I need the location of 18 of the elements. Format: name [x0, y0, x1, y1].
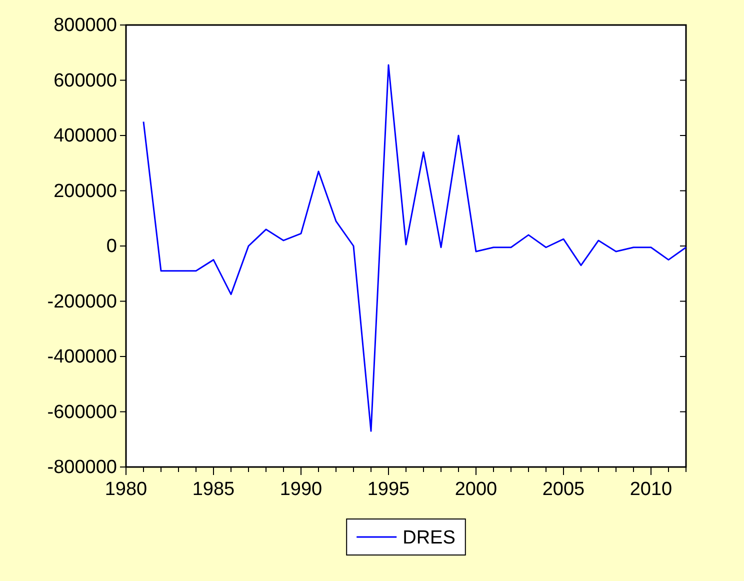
y-tick-label: 200000: [54, 180, 117, 202]
y-tick-label: -200000: [47, 291, 117, 312]
y-tick-label: -600000: [47, 402, 117, 423]
x-tick-label: 1985: [192, 479, 235, 500]
y-tick-label: -800000: [47, 457, 117, 478]
x-tick-label: 2000: [454, 479, 498, 500]
x-tick-label: 1995: [367, 479, 410, 500]
y-tick-label: 600000: [54, 70, 117, 92]
x-tick-label: 1990: [280, 479, 322, 500]
x-tick-label: 1980: [104, 479, 148, 500]
x-tick-label: 2010: [630, 479, 672, 500]
legend-label: DRES: [402, 528, 456, 549]
line-series: [142, 64, 687, 432]
y-tick-label: 400000: [54, 126, 117, 147]
x-tick-label: 2005: [542, 479, 585, 500]
y-tick-label: -400000: [47, 346, 117, 368]
y-tick-label: 800000: [54, 15, 117, 36]
y-tick-label: 0: [106, 236, 117, 258]
